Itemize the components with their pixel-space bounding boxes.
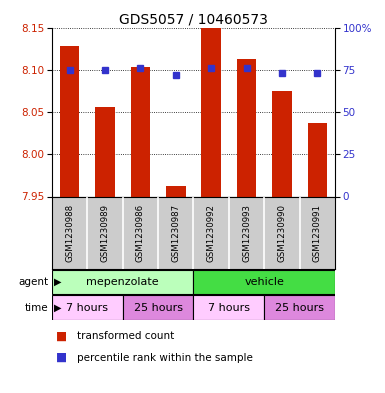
Text: vehicle: vehicle xyxy=(244,277,284,287)
Bar xyxy=(264,295,335,320)
Bar xyxy=(193,295,264,320)
Bar xyxy=(308,123,327,196)
Text: GSM1230988: GSM1230988 xyxy=(65,204,74,262)
Bar xyxy=(131,67,150,196)
Text: ■: ■ xyxy=(56,329,67,343)
Text: GSM1230986: GSM1230986 xyxy=(136,204,145,262)
Text: GSM1230991: GSM1230991 xyxy=(313,204,322,262)
Text: time: time xyxy=(25,303,48,312)
Text: GSM1230993: GSM1230993 xyxy=(242,204,251,262)
Text: ■: ■ xyxy=(56,351,67,364)
Text: 7 hours: 7 hours xyxy=(66,303,108,312)
Bar xyxy=(237,59,256,196)
Title: GDS5057 / 10460573: GDS5057 / 10460573 xyxy=(119,12,268,26)
Bar xyxy=(95,107,115,196)
Bar xyxy=(60,46,79,196)
Text: GSM1230990: GSM1230990 xyxy=(277,204,286,262)
Text: 7 hours: 7 hours xyxy=(208,303,250,312)
Text: transformed count: transformed count xyxy=(77,331,174,341)
Bar xyxy=(52,270,193,294)
Text: mepenzolate: mepenzolate xyxy=(86,277,159,287)
Text: agent: agent xyxy=(18,277,48,287)
Text: 25 hours: 25 hours xyxy=(275,303,324,312)
Text: GSM1230992: GSM1230992 xyxy=(207,204,216,262)
Bar xyxy=(193,270,335,294)
Text: ▶: ▶ xyxy=(54,303,61,312)
Text: percentile rank within the sample: percentile rank within the sample xyxy=(77,353,253,363)
Bar xyxy=(201,26,221,196)
Text: GSM1230987: GSM1230987 xyxy=(171,204,180,262)
Bar xyxy=(272,91,291,196)
Bar xyxy=(166,185,186,196)
Text: GSM1230989: GSM1230989 xyxy=(100,204,110,262)
Bar xyxy=(123,295,193,320)
Text: 25 hours: 25 hours xyxy=(134,303,182,312)
Text: ▶: ▶ xyxy=(54,277,61,287)
Bar xyxy=(52,295,123,320)
